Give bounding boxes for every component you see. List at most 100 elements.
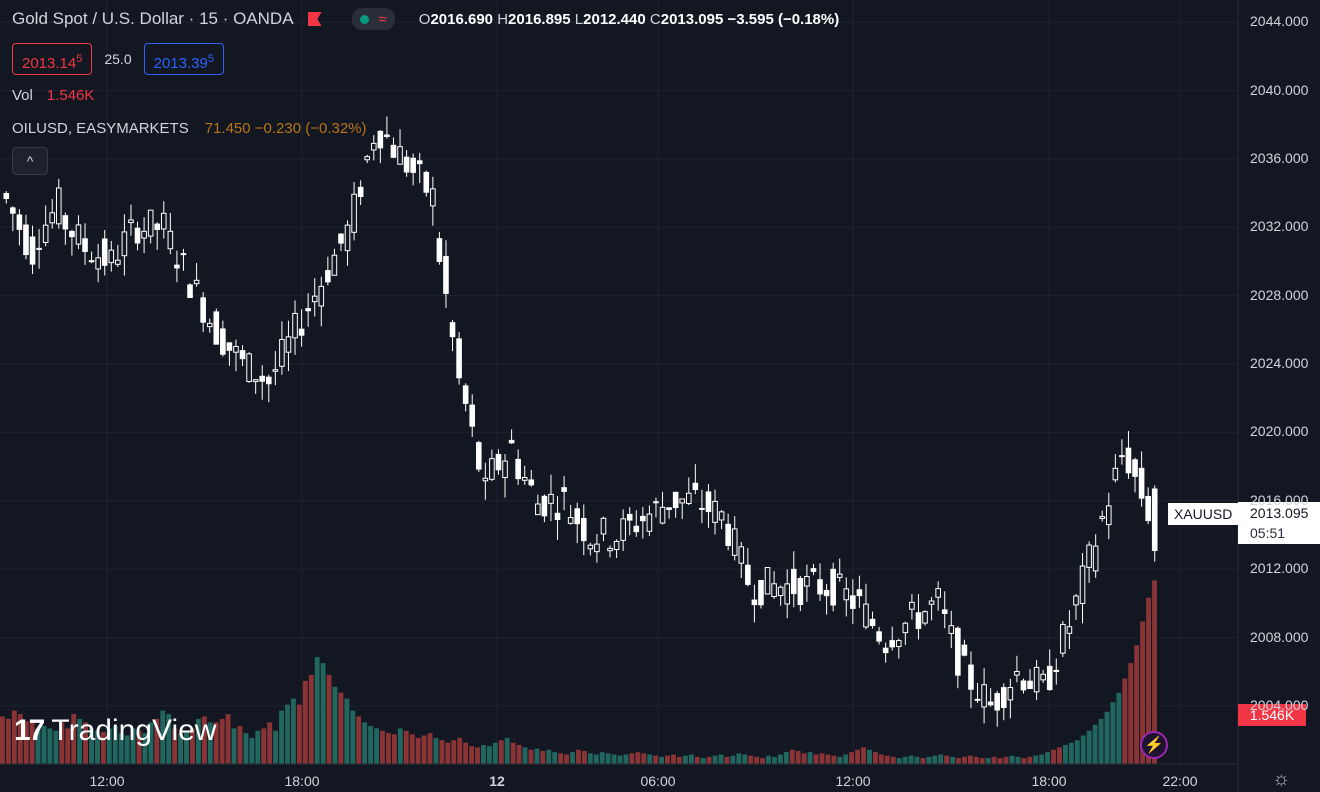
candle [147, 209, 154, 244]
volume-bar [659, 756, 665, 764]
candle [895, 638, 902, 659]
candle [640, 506, 646, 539]
candle-body [285, 336, 292, 353]
price-tick-label: 2008.000 [1250, 628, 1309, 645]
time-tick-label: 12:00 [89, 773, 125, 789]
candle [338, 233, 344, 252]
candle [489, 449, 495, 482]
volume-bar [914, 756, 920, 764]
candle-body [23, 224, 29, 256]
volume-bar [516, 745, 522, 764]
candle-body [882, 647, 889, 654]
candle [16, 209, 23, 246]
candle-body [298, 328, 305, 336]
candle-body [515, 458, 521, 480]
candle [738, 541, 745, 579]
candle-body [1105, 505, 1112, 526]
candle [88, 251, 95, 264]
collapse-legend-button[interactable]: ^ [12, 147, 48, 175]
candle [633, 510, 640, 537]
candle [233, 339, 239, 372]
candle [705, 484, 712, 528]
volume-bar [593, 754, 599, 764]
volume-bar [130, 728, 136, 764]
volume-bar [403, 730, 409, 764]
candle [574, 502, 581, 544]
volume-bar [219, 718, 225, 764]
candle-body [502, 460, 508, 479]
volume-bar [1045, 752, 1051, 764]
volume-legend[interactable]: Vol 1.546K [12, 87, 94, 104]
volume-bar [587, 753, 593, 764]
candle [1145, 487, 1151, 525]
candle [1027, 669, 1033, 690]
candle-body [567, 517, 574, 524]
candle-body [1046, 665, 1053, 691]
market-status-pill[interactable]: ≈ [351, 8, 395, 30]
volume-bar [950, 756, 956, 764]
candle [3, 191, 10, 204]
candle-body [745, 564, 751, 585]
volume-bar [694, 756, 700, 764]
candle-body [561, 487, 567, 492]
symbol-title[interactable]: Gold Spot / U.S. Dollar · 15 · OANDA [12, 9, 294, 28]
candle [659, 491, 666, 525]
volume-bar [890, 756, 896, 764]
candle-body [764, 566, 771, 595]
candle [377, 130, 384, 164]
compare-legend[interactable]: OILUSD, EASYMARKETS 71.450 −0.230 (−0.32%… [12, 120, 367, 137]
flag-icon[interactable] [307, 12, 322, 26]
volume-bars [0, 580, 1157, 764]
sell-button[interactable]: 2013.145 [12, 43, 93, 75]
buy-button[interactable]: 2013.395 [143, 43, 224, 75]
candle-body [357, 186, 364, 197]
candle-body [436, 238, 443, 262]
candle [220, 320, 226, 357]
candle [239, 345, 246, 367]
candle-body [154, 223, 161, 231]
candle-body [160, 212, 167, 230]
gear-icon[interactable]: ☼ [1272, 768, 1291, 790]
candle [672, 491, 679, 518]
candle [62, 212, 69, 245]
volume-bar [522, 747, 528, 764]
volume-bar [777, 754, 783, 764]
tradingview-logo[interactable]: 17 TradingView [14, 714, 216, 748]
volume-bar [653, 755, 659, 764]
ohlc-open-label: O [418, 10, 431, 28]
candle [784, 569, 791, 619]
candle [790, 551, 797, 608]
candle [502, 453, 508, 498]
candle-body [915, 612, 922, 630]
compare-legend-label: OILUSD, EASYMARKETS [12, 120, 189, 137]
candle-body [699, 507, 705, 510]
candle-body [620, 518, 626, 541]
candle [134, 221, 141, 251]
lightning-icon[interactable]: ⚡ [1140, 731, 1168, 759]
candle [344, 220, 351, 266]
candle-body [475, 442, 482, 470]
candle-body [226, 342, 233, 351]
candle-body [738, 546, 745, 564]
candle-body [370, 142, 377, 151]
candle-body [430, 188, 436, 207]
volume-bar [350, 710, 356, 764]
candle-body [364, 156, 371, 161]
candle-body [16, 214, 23, 230]
volume-bar [872, 752, 878, 764]
candle-body [351, 193, 357, 233]
candle-body [384, 134, 390, 137]
candle [1066, 610, 1073, 649]
volume-bar [1033, 755, 1039, 764]
volume-bar [813, 754, 819, 764]
candle [515, 449, 521, 485]
candle-body [1053, 669, 1060, 673]
volume-bar [754, 756, 760, 764]
candle-body [771, 583, 777, 598]
candle-body [279, 338, 285, 367]
candle [430, 176, 436, 226]
chart-legend-title: Gold Spot / U.S. Dollar · 15 · OANDA ≈ O… [12, 8, 839, 30]
volume-bar [302, 680, 308, 764]
candle-body [167, 230, 174, 250]
